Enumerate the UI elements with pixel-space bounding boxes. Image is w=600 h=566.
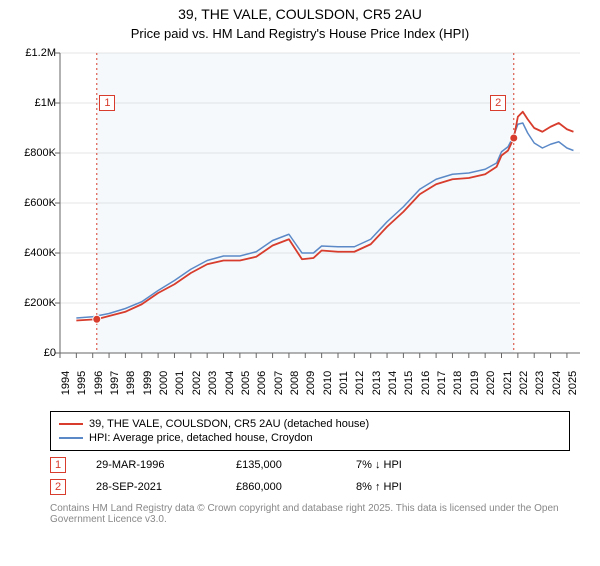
x-tick-label: 2024 bbox=[551, 371, 563, 395]
x-tick-label: 2002 bbox=[191, 371, 203, 395]
x-tick-label: 1998 bbox=[125, 371, 137, 395]
sale-pct-vs-hpi: 7% ↓ HPI bbox=[356, 459, 446, 471]
x-tick-label: 2022 bbox=[518, 371, 530, 395]
x-tick-label: 2018 bbox=[452, 371, 464, 395]
x-tick-label: 2013 bbox=[371, 371, 383, 395]
chart-title: 39, THE VALE, COULSDON, CR5 2AU bbox=[0, 6, 600, 22]
x-tick-label: 1995 bbox=[76, 371, 88, 395]
sale-price: £860,000 bbox=[236, 481, 326, 493]
legend-label: HPI: Average price, detached house, Croy… bbox=[89, 432, 313, 444]
x-tick-label: 2020 bbox=[485, 371, 497, 395]
legend-row: 39, THE VALE, COULSDON, CR5 2AU (detache… bbox=[59, 418, 561, 430]
y-tick-label: £800K bbox=[24, 147, 56, 159]
y-tick-label: £200K bbox=[24, 297, 56, 309]
chart-marker-label: 2 bbox=[490, 95, 506, 111]
x-tick-label: 2005 bbox=[240, 371, 252, 395]
legend-label: 39, THE VALE, COULSDON, CR5 2AU (detache… bbox=[89, 418, 369, 430]
sale-date: 29-MAR-1996 bbox=[96, 459, 206, 471]
x-tick-label: 1999 bbox=[142, 371, 154, 395]
x-tick-label: 2015 bbox=[403, 371, 415, 395]
x-tick-label: 2008 bbox=[289, 371, 301, 395]
x-tick-label: 2014 bbox=[387, 371, 399, 395]
chart-marker-label: 1 bbox=[99, 95, 115, 111]
sale-date: 28-SEP-2021 bbox=[96, 481, 206, 493]
x-tick-label: 2009 bbox=[305, 371, 317, 395]
chart-area: £0 £200K £400K £600K £800K £1M £1.2M 1994 1995 1… bbox=[10, 45, 590, 405]
legend-swatch bbox=[59, 423, 83, 425]
x-tick-label: 1994 bbox=[60, 371, 72, 395]
x-tick-label: 2021 bbox=[502, 371, 514, 395]
sale-row: 2 28-SEP-2021 £860,000 8% ↑ HPI bbox=[50, 479, 570, 495]
y-tick-label: £0 bbox=[44, 347, 56, 359]
x-tick-label: 2010 bbox=[322, 371, 334, 395]
sale-marker: 1 bbox=[50, 457, 66, 473]
sales-table: 1 29-MAR-1996 £135,000 7% ↓ HPI 2 28-SEP-2021… bbox=[50, 457, 570, 495]
x-tick-label: 1997 bbox=[109, 371, 121, 395]
legend-swatch bbox=[59, 437, 83, 439]
sale-price: £135,000 bbox=[236, 459, 326, 471]
x-tick-label: 2019 bbox=[469, 371, 481, 395]
sale-row: 1 29-MAR-1996 £135,000 7% ↓ HPI bbox=[50, 457, 570, 473]
x-tick-label: 1996 bbox=[93, 371, 105, 395]
x-tick-label: 2016 bbox=[420, 371, 432, 395]
x-tick-label: 2001 bbox=[174, 371, 186, 395]
x-tick-label: 2003 bbox=[207, 371, 219, 395]
x-tick-label: 2011 bbox=[338, 371, 350, 395]
y-tick-label: £400K bbox=[24, 247, 56, 259]
y-tick-label: £600K bbox=[24, 197, 56, 209]
x-tick-label: 2025 bbox=[567, 371, 579, 395]
x-tick-label: 2007 bbox=[273, 371, 285, 395]
sale-pct-vs-hpi: 8% ↑ HPI bbox=[356, 481, 446, 493]
x-tick-label: 2000 bbox=[158, 371, 170, 395]
x-tick-label: 2012 bbox=[354, 371, 366, 395]
sale-marker: 2 bbox=[50, 479, 66, 495]
x-tick-label: 2004 bbox=[224, 371, 236, 395]
y-tick-label: £1.2M bbox=[25, 47, 56, 59]
x-tick-label: 2023 bbox=[534, 371, 546, 395]
y-tick-label: £1M bbox=[35, 97, 56, 109]
footnote: Contains HM Land Registry data © Crown c… bbox=[50, 503, 570, 525]
legend-row: HPI: Average price, detached house, Croy… bbox=[59, 432, 561, 444]
x-tick-label: 2017 bbox=[436, 371, 448, 395]
x-tick-label: 2006 bbox=[256, 371, 268, 395]
chart-subtitle: Price paid vs. HM Land Registry's House … bbox=[0, 26, 600, 41]
legend: 39, THE VALE, COULSDON, CR5 2AU (detache… bbox=[50, 411, 570, 451]
